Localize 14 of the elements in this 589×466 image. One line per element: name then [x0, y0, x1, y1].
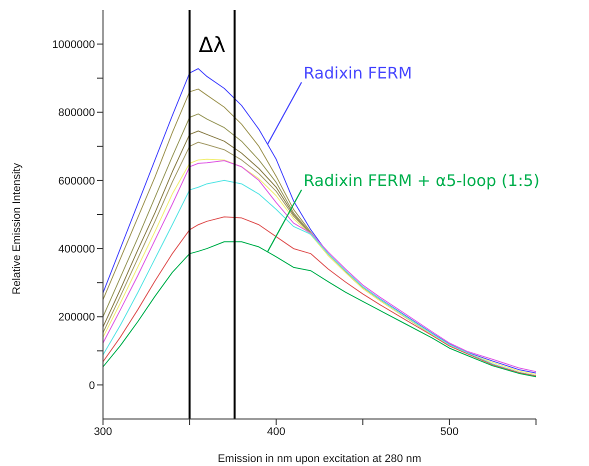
- y-axis-title: Relative Emission Intensity: [10, 162, 23, 294]
- y-tick-label: 1000000: [52, 38, 95, 51]
- y-tick-label: 800000: [58, 107, 95, 120]
- text: Radixin FERM + α5-loop (1:5): [304, 170, 540, 190]
- y-tick-label: 0: [88, 380, 95, 392]
- x-tick-label: 300: [94, 426, 112, 438]
- y-tick-label: 400000: [58, 243, 95, 256]
- x-tick-label: 500: [440, 426, 459, 438]
- annotation: Δλ: [198, 33, 226, 57]
- y-tick-label: 200000: [58, 312, 95, 324]
- x-tick-label: 400: [267, 426, 286, 438]
- text: Radixin FERM: [304, 63, 412, 82]
- x-axis-title: Emission in nm upon excitation at 280 nm: [218, 453, 422, 465]
- y-tick-label: 600000: [58, 175, 95, 188]
